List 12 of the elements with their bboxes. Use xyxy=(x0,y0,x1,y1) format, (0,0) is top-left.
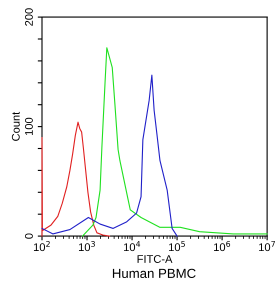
x-tick-label: 10$^{4}$ xyxy=(124,241,140,252)
x-tick-label: 10$^{7}$ xyxy=(259,241,275,252)
x-tick-label: 10$^{6}$ xyxy=(214,240,230,252)
x-tick-label: 10$^{5}$ xyxy=(169,241,185,252)
y-tick-label: 200 xyxy=(24,8,33,26)
y-axis-title: Count xyxy=(12,112,20,141)
y-tick-label: 0 xyxy=(24,233,33,239)
x-tick-label: 10$^{3}$ xyxy=(78,240,95,252)
y-tick-label: 100 xyxy=(24,118,33,136)
x-axis-title: FITC-A xyxy=(138,255,172,263)
text: Human PBMC xyxy=(112,268,196,278)
x-tick-label: 10$^{2}$ xyxy=(34,240,50,252)
